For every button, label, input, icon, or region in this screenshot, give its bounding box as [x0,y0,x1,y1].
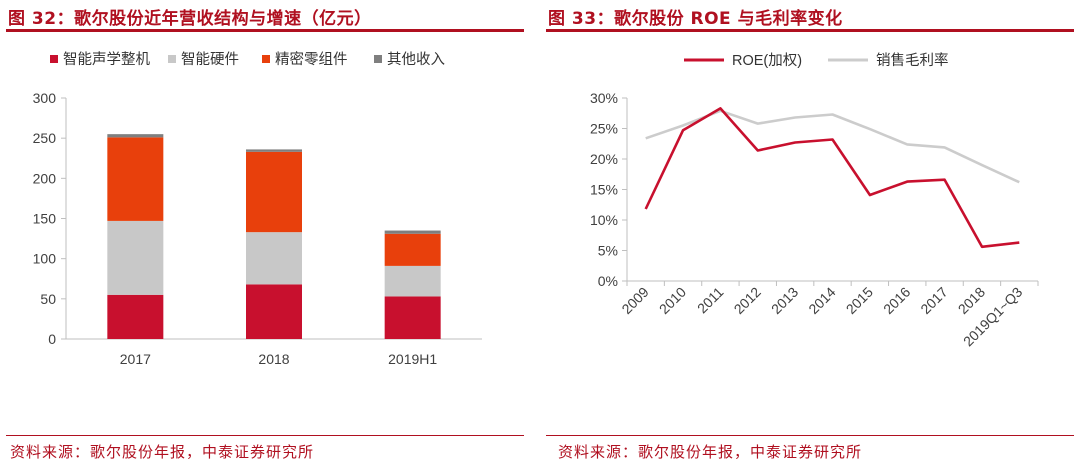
roe-series-line [644,107,1020,249]
x-tick-label: 2018 [955,284,988,317]
left-chart-title: 图 32：歌尔股份近年营收结构与增速（亿元） [8,9,372,29]
legend-swatch-0 [50,55,58,63]
legend-label-0: ROE(加权) [732,52,802,69]
y-tick-label: 0 [48,331,56,347]
bar-segment-2019H1-0 [384,296,441,339]
bar-segment-2018-1 [246,232,302,285]
right-title-rule [546,29,1074,32]
y-tick-label: 25% [590,121,618,137]
bar-segment-2017-1 [107,220,164,295]
y-tick-label: 100 [33,251,57,267]
bar-segment-2017-3 [107,134,164,138]
right-source-note: 资料来源：歌尔股份年报，中泰证券研究所 [558,443,863,461]
legend-label-2: 精密零组件 [275,51,348,68]
y-tick-label: 150 [33,211,57,227]
y-tick-label: 200 [33,170,57,186]
x-tick-label: 2017 [120,351,151,367]
bar-segment-2018-3 [246,149,302,152]
x-tick-label: 2017 [917,284,950,317]
legend-label-0: 智能声学整机 [63,50,150,68]
x-tick-label: 2014 [805,284,838,317]
legend-label-1: 智能硬件 [181,51,239,68]
right-source-rule [546,435,1074,436]
revenue-structure-chart: 智能声学整机 智能硬件 精密零组件 其他收入 0 50 100 150 200 250 300 201… [33,50,482,367]
right-chart-title: 图 33：歌尔股份 ROE 与毛利率变化 [548,9,843,29]
x-tick-label: 2013 [768,284,801,317]
bar-segment-2018-2 [246,151,302,233]
y-tick-label: 15% [590,182,618,198]
legend-swatch-1 [168,55,176,63]
x-tick-label: 2019H1 [388,351,437,367]
y-tick-label: 250 [33,130,57,146]
bar-segment-2019H1-1 [384,265,441,297]
x-tick-label: 2010 [656,284,689,317]
bar-segment-2017-0 [107,294,164,339]
bar-segment-2019H1-2 [384,233,441,266]
bar-segment-2018-0 [246,284,302,339]
bar-segment-2019H1-3 [384,230,441,234]
left-source-note: 资料来源：歌尔股份年报，中泰证券研究所 [10,443,315,461]
y-tick-label: 5% [598,243,618,259]
y-tick-label: 10% [590,212,618,228]
y-tick-label: 0% [598,273,618,289]
y-tick-label: 20% [590,151,618,167]
x-tick-label: 2011 [694,284,727,317]
x-tick-label: 2016 [880,284,913,317]
y-tick-label: 30% [590,90,618,106]
left-source-rule [6,435,524,436]
legend-label-1: 销售毛利率 [876,52,949,69]
x-tick-label: 2012 [731,284,764,317]
x-tick-label: 2009 [618,284,651,317]
x-tick-label: 2018 [258,351,289,367]
legend-swatch-3 [374,55,382,63]
legend-swatch-2 [262,55,270,63]
bar-segment-2017-2 [107,137,164,221]
left-title-rule [6,29,524,32]
legend-label-3: 其他收入 [387,51,445,68]
y-tick-label: 50 [40,291,56,307]
x-tick-label: 2015 [843,284,876,317]
gross-margin-series-line [645,109,1020,184]
y-tick-label: 300 [33,90,57,106]
